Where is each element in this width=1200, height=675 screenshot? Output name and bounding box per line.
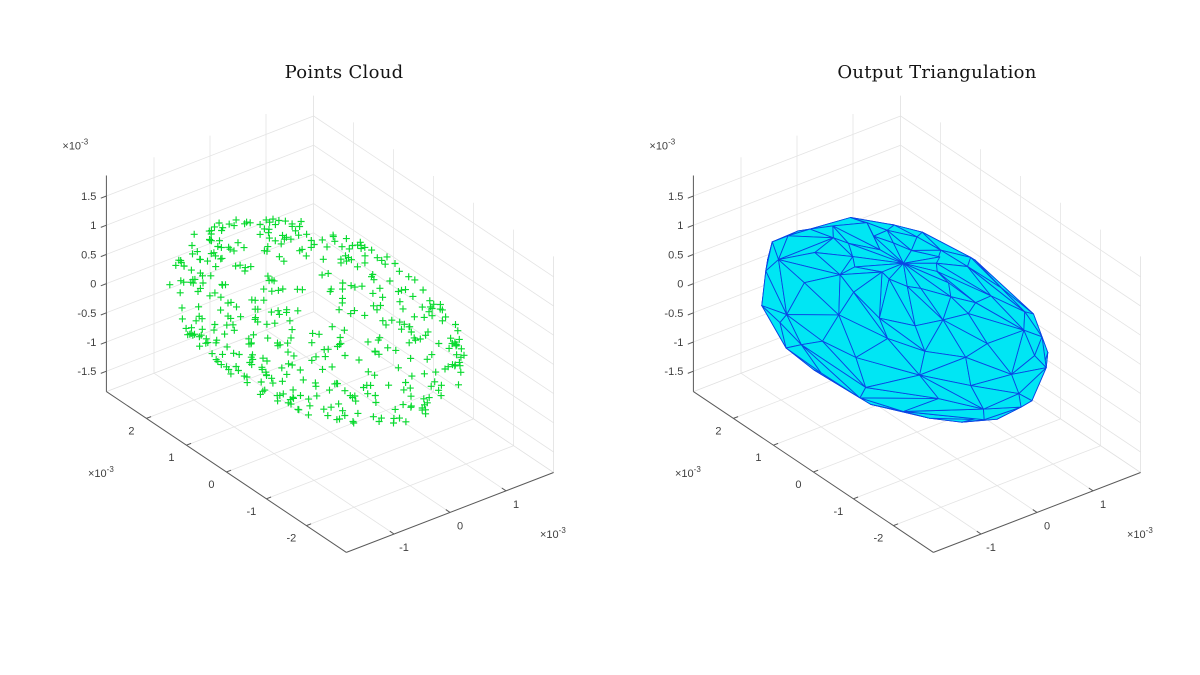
x-tick-label: 1 — [513, 499, 519, 511]
z-tick-label: 1.5 — [668, 191, 683, 203]
y-tick-label: 1 — [168, 452, 174, 464]
right-plot-title: Output Triangulation — [837, 62, 1037, 83]
z-tick-label: -1.5 — [77, 366, 96, 378]
z-tick-label: 0 — [677, 279, 683, 291]
z-tick-label: -1 — [87, 337, 97, 349]
z-tick-label: -1 — [674, 337, 684, 349]
y-tick-label: -1 — [247, 506, 257, 518]
scatter-points — [166, 215, 468, 427]
y-tick-label: -2 — [874, 533, 884, 545]
y-tick-label: 0 — [208, 479, 214, 491]
axis-lines — [100, 175, 554, 553]
grid-lines — [106, 114, 554, 535]
z-tick-label: -0.5 — [664, 308, 683, 320]
x-tick-label: -1 — [399, 542, 409, 554]
x-tick-label: 1 — [1100, 499, 1106, 511]
axis-lines — [687, 175, 1141, 553]
y-tick-label: -2 — [287, 533, 297, 545]
z-axis-exponent-label: ×10-3 — [62, 138, 88, 153]
mesh-triangles — [761, 217, 1049, 423]
z-axis-exponent-label: ×10-3 — [649, 138, 675, 153]
z-tick-label: 0.5 — [668, 249, 683, 261]
mesh-face — [970, 385, 1020, 410]
y-tick-label: 2 — [715, 425, 721, 437]
y-axis-exponent-label: ×10-3 — [88, 465, 114, 480]
y-tick-label: 2 — [128, 425, 134, 437]
y-axis-exponent-label: ×10-3 — [675, 465, 701, 480]
x-axis-exponent-label: ×10-3 — [540, 526, 566, 541]
points-cloud-plot: -1.5 -1 -0.5 0 0.5 1 1.5 -2 -1 0 1 2 -1 0 1 ×10-3 ×10-3 ×… — [62, 95, 566, 554]
x-tick-label: 0 — [457, 520, 463, 532]
box-edges — [693, 95, 1141, 473]
x-tick-label: 0 — [1044, 520, 1050, 532]
z-tick-label: 0 — [90, 279, 96, 291]
box-edges — [106, 95, 554, 473]
z-tick-label: -0.5 — [77, 308, 96, 320]
left-plot-title: Points Cloud — [284, 62, 404, 83]
x-axis-exponent-label: ×10-3 — [1127, 526, 1153, 541]
z-tick-label: 0.5 — [81, 249, 96, 261]
z-tick-label: -1.5 — [664, 366, 683, 378]
output-triangulation-plot: -1.5 -1 -0.5 0 0.5 1 1.5 -2 -1 0 1 2 -1 0 1 ×10-3 ×10-3 ×… — [649, 95, 1153, 554]
z-tick-label: 1 — [677, 220, 683, 232]
y-tick-label: 1 — [755, 452, 761, 464]
z-tick-label: 1.5 — [81, 191, 96, 203]
z-tick-label: 1 — [90, 220, 96, 232]
x-tick-label: -1 — [986, 542, 996, 554]
tick-labels: -1.5 -1 -0.5 0 0.5 1 1.5 -2 -1 0 1 2 -1 0 1 — [77, 191, 519, 554]
y-tick-label: 0 — [795, 479, 801, 491]
tick-labels: -1.5 -1 -0.5 0 0.5 1 1.5 -2 -1 0 1 2 -1 0 1 — [664, 191, 1106, 554]
y-tick-label: -1 — [834, 506, 844, 518]
